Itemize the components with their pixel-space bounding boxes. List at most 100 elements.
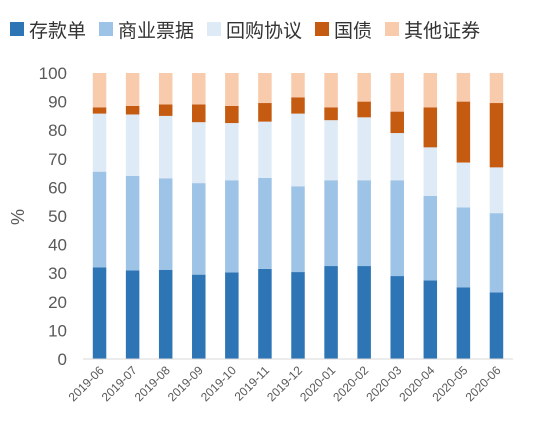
bar-segment	[291, 186, 305, 273]
bar-segment	[324, 266, 338, 359]
bar-segment	[324, 107, 338, 121]
bar-segment	[456, 162, 471, 208]
bar-segment	[225, 105, 239, 124]
x-tick-label: 2019-07	[99, 363, 140, 404]
bar-segment	[192, 104, 206, 123]
bar-segment	[456, 287, 471, 359]
legend: 存款单 商业票据 回购协议 国债 其他证券	[10, 13, 530, 45]
bar-segment	[258, 177, 272, 269]
legend-label: 其他证券	[404, 19, 481, 42]
x-tick-label: 2020-06	[463, 363, 504, 404]
bar-segment	[258, 103, 272, 122]
bar-segment	[357, 180, 371, 267]
y-tick-label: 20	[48, 293, 67, 312]
bar-segment	[423, 147, 438, 196]
x-tick-label: 2019-08	[132, 363, 173, 404]
x-tick-label: 2019-10	[198, 363, 239, 404]
bar-segment	[291, 97, 305, 114]
bar-segment	[357, 266, 371, 359]
legend-swatch	[99, 22, 114, 36]
y-tick-label: 70	[48, 150, 67, 169]
bar-segment	[390, 73, 404, 112]
y-tick-label: 80	[48, 121, 67, 140]
bar-segment	[92, 107, 107, 114]
bar-segment	[423, 280, 438, 359]
legend-label: 存款单	[29, 19, 87, 42]
bar-segment	[390, 276, 404, 359]
x-tick-label: 2020-04	[396, 363, 437, 404]
x-tick-label: 2019-09	[165, 363, 206, 404]
bar-segment	[92, 267, 107, 359]
bar-segment	[291, 113, 305, 187]
y-tick-label: 60	[48, 178, 67, 197]
bar-segment	[158, 73, 173, 105]
bar-segment	[125, 73, 140, 106]
bar-segment	[192, 73, 206, 105]
bar-segment	[125, 175, 140, 271]
bar-segment	[258, 73, 272, 104]
bar-segment	[357, 101, 371, 118]
legend-item: 存款单	[10, 16, 86, 43]
y-tick-label: 40	[48, 236, 67, 255]
bar-segment	[258, 268, 272, 359]
y-tick-label: 10	[48, 321, 67, 340]
bar-segment	[92, 171, 107, 268]
x-tick-label: 2019-12	[264, 363, 305, 404]
bar-segment	[456, 101, 471, 163]
bar-segment	[158, 104, 173, 116]
bar-segment	[225, 73, 239, 106]
bar-segment	[192, 122, 206, 184]
bar-segment	[225, 272, 239, 359]
y-axis-label: %	[8, 209, 28, 225]
legend-label: 商业票据	[118, 19, 195, 42]
bar-segment	[489, 292, 504, 359]
legend-item: 回购协议	[207, 16, 302, 43]
bar-segment	[423, 73, 438, 108]
y-tick-label: 0	[58, 350, 67, 369]
y-axis: 0 10 20 30 40 50 60 70 80 90 100	[39, 64, 67, 369]
bar-segment	[489, 73, 504, 104]
bar-segment	[423, 107, 438, 148]
bar-segment	[489, 213, 504, 293]
legend-swatch	[207, 22, 222, 36]
legend-swatch	[385, 22, 400, 36]
bar-segment	[489, 103, 504, 168]
y-tick-label: 90	[48, 93, 67, 112]
bar-segment	[125, 114, 140, 176]
legend-item: 商业票据	[99, 16, 194, 43]
x-tick-label: 2020-05	[429, 363, 470, 404]
bar-segment	[225, 180, 239, 273]
bar-segment	[324, 180, 338, 267]
legend-label: 回购协议	[226, 19, 303, 42]
bar-segment	[291, 272, 305, 359]
x-tick-label: 2019-06	[66, 363, 107, 404]
bar-segment	[357, 117, 371, 181]
x-tick-label: 2020-02	[330, 363, 371, 404]
bar-segment	[125, 105, 140, 115]
bar-segment	[192, 274, 206, 359]
bar-segment	[324, 120, 338, 181]
bar-segment	[456, 207, 471, 288]
bar-segment	[192, 183, 206, 275]
bar-segment	[390, 133, 404, 181]
x-tick-label: 2020-03	[363, 363, 404, 404]
bar-segment	[357, 73, 371, 102]
bar-segment	[258, 121, 272, 178]
bar-segment	[291, 73, 305, 98]
bar-segment	[423, 195, 438, 281]
bar-segment	[390, 111, 404, 134]
bar-segment	[92, 73, 107, 108]
legend-swatch	[10, 22, 24, 36]
bar-segment	[158, 269, 173, 359]
bar-segment	[125, 270, 140, 359]
legend-item: 国债	[315, 16, 372, 43]
bars	[92, 73, 504, 359]
y-tick-label: 30	[48, 264, 67, 283]
x-tick-label: 2020-01	[297, 363, 338, 404]
legend-item: 其他证券	[385, 16, 480, 43]
bar-segment	[158, 178, 173, 270]
bar-segment	[456, 73, 471, 102]
bar-segment	[390, 180, 404, 277]
